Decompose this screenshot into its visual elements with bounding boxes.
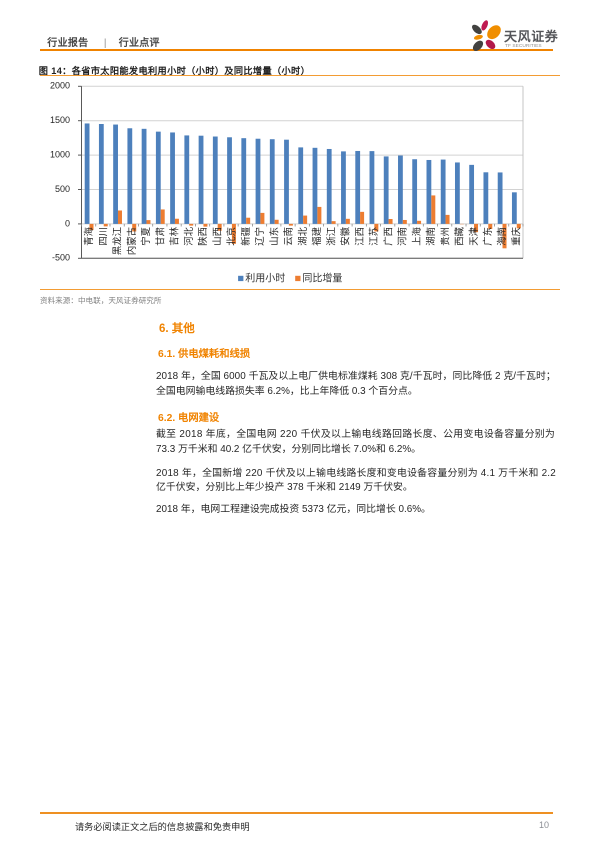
svg-text:山东: 山东 (268, 227, 279, 246)
svg-text:2000: 2000 (50, 81, 70, 91)
svg-text:-500: -500 (52, 253, 70, 263)
svg-text:青海: 青海 (83, 226, 94, 245)
svg-text:同比增量: 同比增量 (302, 271, 342, 284)
svg-text:天津: 天津 (468, 227, 479, 246)
svg-text:内蒙古: 内蒙古 (126, 227, 137, 255)
svg-text:新疆: 新疆 (240, 227, 251, 246)
svg-text:河北: 河北 (183, 226, 194, 245)
svg-text:吉林: 吉林 (169, 226, 180, 245)
svg-text:河南: 河南 (397, 227, 408, 246)
svg-text:黑龙江: 黑龙江 (112, 227, 123, 255)
svg-text:浙江: 浙江 (325, 227, 336, 246)
svg-text:海南: 海南 (496, 227, 507, 246)
svg-text:甘肃: 甘肃 (154, 227, 165, 246)
svg-text:四川: 四川 (97, 227, 108, 246)
svg-text:湖南: 湖南 (425, 227, 436, 246)
svg-text:江西: 江西 (354, 227, 365, 246)
svg-text:0: 0 (65, 218, 70, 228)
svg-text:云南: 云南 (283, 227, 294, 246)
svg-text:辽宁: 辽宁 (254, 227, 265, 246)
svg-text:广西: 广西 (382, 227, 393, 246)
svg-text:1000: 1000 (50, 150, 70, 160)
svg-text:北京: 北京 (226, 227, 237, 246)
svg-text:上海: 上海 (411, 226, 422, 245)
svg-text:湖北: 湖北 (297, 226, 308, 245)
svg-text:重庆: 重庆 (510, 226, 521, 245)
svg-text:福建: 福建 (311, 227, 322, 246)
svg-text:500: 500 (55, 184, 70, 194)
svg-text:陕西: 陕西 (197, 227, 208, 246)
svg-text:宁夏: 宁夏 (140, 226, 151, 245)
svg-text:1500: 1500 (50, 115, 70, 125)
svg-text:贵州: 贵州 (439, 227, 450, 246)
svg-text:安徽: 安徽 (340, 226, 351, 245)
svg-text:山西: 山西 (211, 227, 222, 246)
svg-text:广东: 广东 (482, 227, 493, 246)
svg-text:江苏: 江苏 (368, 227, 379, 246)
svg-text:西藏: 西藏 (454, 226, 465, 245)
svg-text:利用小时: 利用小时 (245, 272, 285, 284)
